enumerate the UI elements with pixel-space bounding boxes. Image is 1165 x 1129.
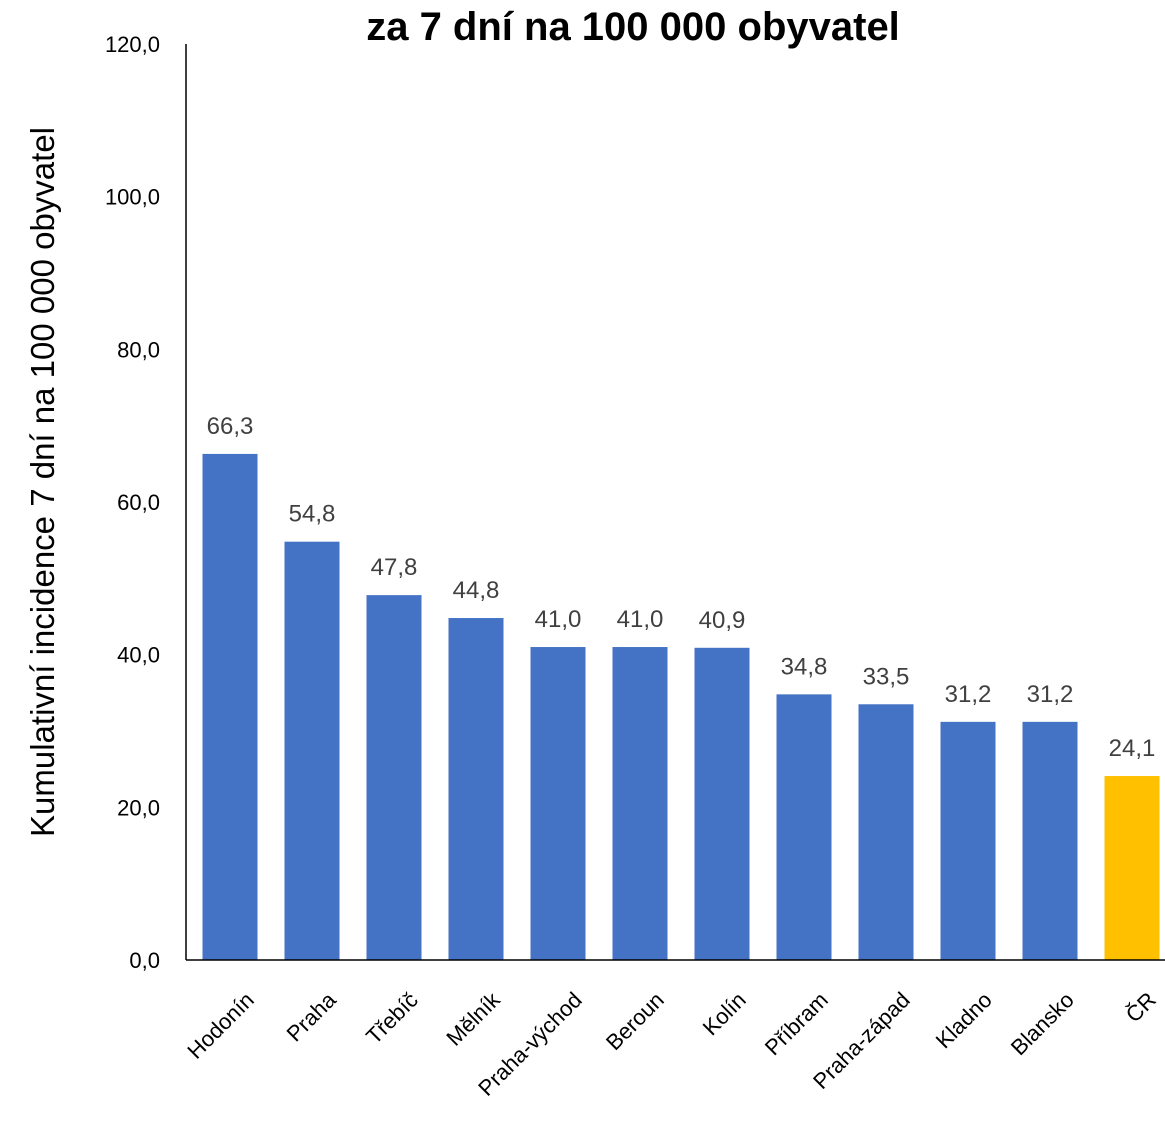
bar	[530, 647, 586, 960]
y-axis-label: Kumulativní incidence 7 dní na 100 000 o…	[24, 127, 61, 837]
x-category-label: Mělník	[441, 986, 505, 1050]
x-category-label: ČR	[1121, 987, 1161, 1027]
bar	[284, 541, 340, 960]
bar-value-label: 41,0	[535, 606, 582, 633]
chart-title: za 7 dní na 100 000 obyvatel	[366, 5, 900, 49]
bar	[1104, 776, 1160, 960]
bar	[612, 647, 668, 960]
y-tick-label: 60,0	[117, 490, 160, 515]
bar	[202, 453, 258, 960]
bar-value-label: 44,8	[453, 577, 500, 604]
bar	[1022, 721, 1078, 960]
bar-value-label: 31,2	[1027, 681, 1074, 708]
bar-value-label: 33,5	[863, 663, 910, 690]
bar	[448, 618, 504, 960]
x-category-label: Hodonín	[182, 987, 259, 1064]
bar	[366, 595, 422, 960]
x-category-label: Praha	[282, 987, 342, 1047]
y-tick-label: 40,0	[117, 643, 160, 668]
y-tick-label: 20,0	[117, 795, 160, 820]
y-tick-label: 120,0	[105, 32, 160, 57]
x-category-label: Kolín	[698, 987, 751, 1040]
bar	[694, 647, 750, 960]
x-category-label: Beroun	[601, 987, 669, 1055]
bar	[858, 704, 914, 960]
bar	[940, 721, 996, 960]
x-category-label: Blansko	[1006, 987, 1079, 1060]
x-category-label: Kladno	[931, 987, 997, 1053]
bar-value-label: 31,2	[945, 681, 992, 708]
bar-value-label: 54,8	[289, 501, 336, 528]
value-labels: 66,3 54,8 47,8 44,8 41,0 41,0 40,9 34,8 33,5 31,2…	[207, 413, 1156, 762]
bar-value-label: 47,8	[371, 554, 418, 581]
y-tick-label: 0,0	[129, 948, 160, 973]
bar-value-label: 41,0	[617, 606, 664, 633]
bar-value-label: 66,3	[207, 413, 254, 440]
y-axis-ticks: 0,0 20,0 40,0 60,0 80,0 100,0 120,0	[105, 32, 160, 973]
x-category-label: Třebíč	[361, 987, 423, 1049]
bar-value-label: 34,8	[781, 653, 828, 680]
bar-value-label: 40,9	[699, 607, 746, 634]
x-category-label: Příbram	[760, 987, 833, 1060]
bar	[776, 694, 832, 960]
bars	[202, 453, 1160, 960]
y-tick-label: 80,0	[117, 337, 160, 362]
bar-value-label: 24,1	[1109, 735, 1156, 762]
y-tick-label: 100,0	[105, 185, 160, 210]
